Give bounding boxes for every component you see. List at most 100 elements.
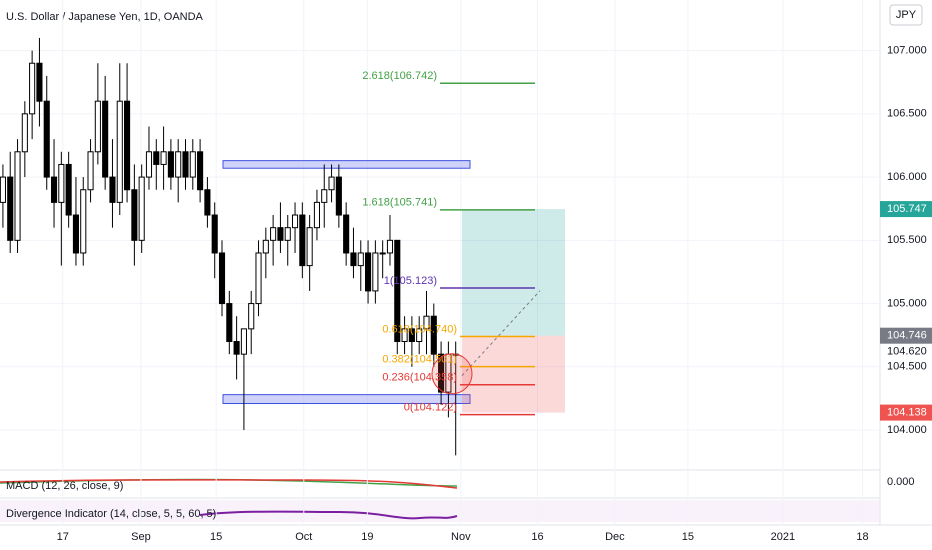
candle-body: [372, 252, 379, 292]
candle-body: [401, 328, 408, 343]
candle-body: [321, 189, 328, 203]
candle-body: [182, 151, 189, 178]
stop-box: [462, 335, 565, 413]
candle-body: [299, 214, 306, 267]
x-tick-label: Sep: [131, 531, 151, 543]
candle-body: [211, 214, 218, 254]
price-badge-label: 104.138: [887, 407, 927, 419]
macd-label: MACD (12, 26, close, 9): [6, 480, 123, 492]
x-tick-label: 2021: [771, 531, 795, 543]
x-tick-label: 19: [361, 531, 373, 543]
candle-body: [124, 100, 131, 191]
candle-body: [416, 328, 423, 343]
candle-body: [87, 151, 94, 191]
candle-body: [80, 189, 87, 254]
candle-body: [335, 176, 342, 216]
candle-body: [167, 151, 174, 178]
candle-body: [36, 62, 43, 102]
candle-body: [175, 151, 182, 178]
candle-body: [430, 315, 437, 355]
y-tick-label: 104.000: [887, 424, 927, 436]
candle-body: [233, 341, 240, 355]
candle-body: [116, 100, 123, 203]
y-tick-label: 107.000: [887, 45, 927, 57]
candle-body: [189, 151, 196, 178]
currency-button[interactable]: [889, 4, 923, 26]
candle-body: [386, 239, 394, 254]
chart-title: U.S. Dollar / Japanese Yen, 1D, OANDA: [6, 11, 204, 23]
price-badge-label: 104.620: [887, 346, 927, 358]
candle-body: [109, 176, 116, 203]
x-tick-label: 15: [682, 531, 694, 543]
candle-body: [350, 252, 357, 267]
candle-body: [306, 227, 313, 267]
price-badge: [880, 327, 932, 344]
zone: [222, 394, 471, 404]
macd-zero-label: 0.000: [887, 476, 915, 488]
candle-body: [204, 189, 211, 216]
highlight-circle: [431, 353, 473, 395]
x-tick-label: Nov: [451, 531, 471, 543]
candle-body: [29, 62, 36, 115]
x-tick-label: 17: [57, 531, 69, 543]
candle-body: [7, 176, 14, 241]
candle-body: [94, 100, 101, 153]
candle-body: [394, 239, 401, 343]
y-tick-label: 106.000: [887, 171, 927, 183]
projection-line: [461, 290, 541, 377]
x-tick-label: 18: [856, 531, 868, 543]
currency-label[interactable]: JPY: [896, 9, 917, 21]
y-tick-label: 105.000: [887, 297, 927, 309]
candle-body: [43, 100, 50, 178]
macd-line: [0, 479, 458, 489]
candle-body: [58, 163, 65, 203]
y-tick-label: 104.500: [887, 361, 927, 373]
target-box: [462, 209, 565, 336]
x-tick-label: Dec: [605, 531, 625, 543]
candle-body: [313, 201, 321, 229]
candle-body: [262, 239, 269, 254]
x-tick-label: 16: [531, 531, 543, 543]
candle-body: [277, 227, 284, 241]
x-tick-label: Oct: [295, 531, 312, 543]
fib-label: 0.618(104.740): [382, 323, 457, 335]
price-badge-label: 105.747: [887, 203, 927, 215]
candle-body: [438, 353, 445, 393]
candle-body: [270, 227, 277, 241]
candle-body: [21, 113, 28, 153]
candle-body: [284, 227, 291, 241]
price-badge: [880, 404, 932, 421]
fib-label: 1(105.123): [384, 275, 437, 287]
x-tick-label: 15: [210, 531, 222, 543]
candle-body: [102, 100, 109, 178]
divergence-line: [199, 510, 458, 520]
candle-body: [65, 163, 72, 216]
candle-body: [379, 252, 386, 255]
candle-body: [240, 328, 247, 355]
fib-label: 0.382(104.501): [382, 354, 457, 366]
divergence-band: [0, 500, 880, 522]
zone: [222, 160, 471, 169]
y-tick-label: 105.500: [887, 234, 927, 246]
candle-body: [14, 151, 21, 241]
candle-body: [50, 176, 58, 203]
candle-body: [365, 252, 372, 292]
y-tick-label: 106.500: [887, 108, 927, 120]
divergence-label: Divergence Indicator (14, close, 5, 5, 6…: [6, 508, 216, 520]
candle-body: [197, 151, 204, 191]
candle-body: [255, 252, 262, 305]
fib-label: 0(104.122): [404, 402, 457, 414]
price-badge-label: 104.746: [887, 330, 927, 342]
fib-label: 1.618(105.741): [362, 197, 437, 209]
fib-label: 2.618(106.742): [362, 70, 437, 82]
fib-label: 0.236(104.358): [382, 372, 457, 384]
candle-body: [408, 328, 415, 343]
candle-body: [328, 176, 335, 191]
candle-body: [226, 303, 233, 343]
candle-body: [357, 252, 364, 267]
candle-body: [291, 214, 299, 229]
candle-body: [0, 176, 6, 203]
candle-body: [423, 315, 430, 330]
